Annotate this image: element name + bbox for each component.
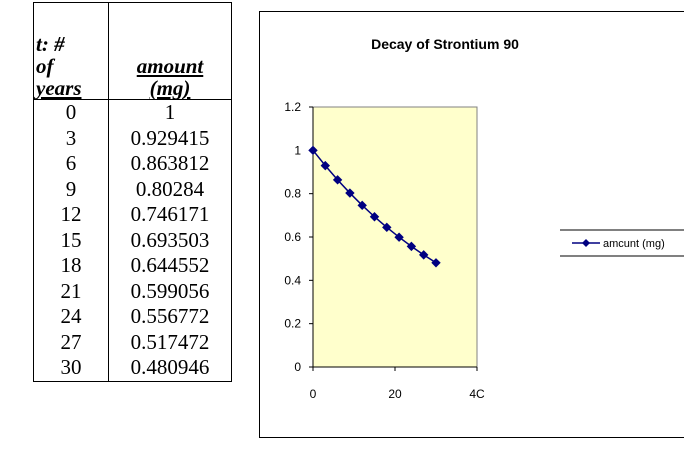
header-amount-line-1: amount: [136, 54, 204, 78]
header-years-line-2: of: [36, 54, 54, 78]
cell-amount: 0.863812: [108, 151, 232, 177]
cell-amount: 0.693503: [108, 227, 232, 253]
cell-years: 24: [33, 304, 109, 330]
header-years-line-1: t: #: [36, 32, 65, 56]
table-row: 30 0.480946: [33, 355, 232, 382]
cell-amount: 0.929415: [108, 125, 232, 151]
cell-amount: 0.599056: [108, 278, 232, 304]
y-tick-label: 0.6: [284, 230, 301, 244]
legend-marker: [582, 239, 590, 247]
cell-years: 18: [33, 253, 109, 279]
y-tick-label: 0.4: [284, 273, 301, 287]
cell-amount: 0.746171: [108, 202, 232, 228]
table-row: 6 0.863812: [33, 151, 232, 177]
cell-years: 21: [33, 278, 109, 304]
x-tick-label: 4C: [469, 387, 485, 401]
cell-amount: 1: [108, 99, 232, 126]
header-amount-line-2: (mg): [149, 76, 191, 100]
x-tick-label: 0: [310, 387, 317, 401]
legend-label: amcunt (mg): [603, 238, 665, 250]
y-tick-label: 0: [294, 360, 301, 374]
series-amount: [308, 145, 441, 268]
chart-area: Decay of Strontium 90 0 0.2 0.4 0.6 0.8 1 1.2 0…: [259, 11, 684, 438]
cell-amount: 0.80284: [108, 176, 232, 202]
table-row: 18 0.644552: [33, 253, 232, 279]
cell-years: 9: [33, 176, 109, 202]
data-point: [406, 241, 417, 252]
data-point: [345, 188, 355, 198]
cell-years: 15: [33, 227, 109, 253]
data-point: [357, 200, 367, 211]
cell-years: 3: [33, 125, 109, 151]
data-point: [369, 212, 380, 222]
table-row: 9 0.80284: [33, 176, 232, 202]
header-years-line-3: years: [36, 76, 82, 100]
x-tick-label: 20: [388, 387, 402, 401]
cell-years: 12: [33, 202, 109, 228]
data-point: [308, 145, 318, 156]
table-row: 12 0.746171: [33, 202, 232, 228]
cell-amount: 0.517472: [108, 329, 232, 355]
data-point: [394, 232, 404, 242]
cell-amount: 0.480946: [108, 355, 232, 382]
table-body: 0 1 3 0.929415 6 0.863812 9 0.80284 12 0.746171 15…: [33, 99, 232, 382]
table-row: 15 0.693503: [33, 227, 232, 253]
header-years: t: # of years: [33, 2, 109, 100]
data-point: [332, 175, 343, 185]
data-table: t: # of years amount (mg) 0 1 3 0.929415 6 0.…: [33, 2, 232, 382]
data-point: [431, 258, 441, 268]
chart-title: Decay of Strontium 90: [371, 36, 519, 52]
chart-svg: Decay of Strontium 90 0 0.2 0.4 0.6 0.8 1 1.2 0…: [284, 36, 684, 401]
header-amount: amount (mg): [108, 2, 232, 100]
y-tick-label: 0.8: [284, 187, 301, 201]
cell-amount: 0.556772: [108, 304, 232, 330]
data-point: [320, 160, 331, 171]
legend: amcunt (mg): [560, 229, 684, 257]
cell-years: 0: [33, 99, 109, 126]
cell-years: 30: [33, 355, 109, 382]
data-point: [382, 222, 392, 233]
table-row: 3 0.929415: [33, 125, 232, 151]
data-point: [418, 250, 429, 260]
cell-years: 27: [33, 329, 109, 355]
table-row: 24 0.556772: [33, 304, 232, 330]
cell-amount: 0.644552: [108, 253, 232, 279]
cell-years: 6: [33, 151, 109, 177]
y-tick-label: 0.2: [284, 317, 301, 331]
table-row: 21 0.599056: [33, 278, 232, 304]
table-row: 27 0.517472: [33, 329, 232, 355]
y-tick-label: 1.2: [284, 100, 301, 114]
y-tick-label: 1: [294, 143, 301, 157]
table-header-row: t: # of years amount (mg): [33, 2, 232, 100]
